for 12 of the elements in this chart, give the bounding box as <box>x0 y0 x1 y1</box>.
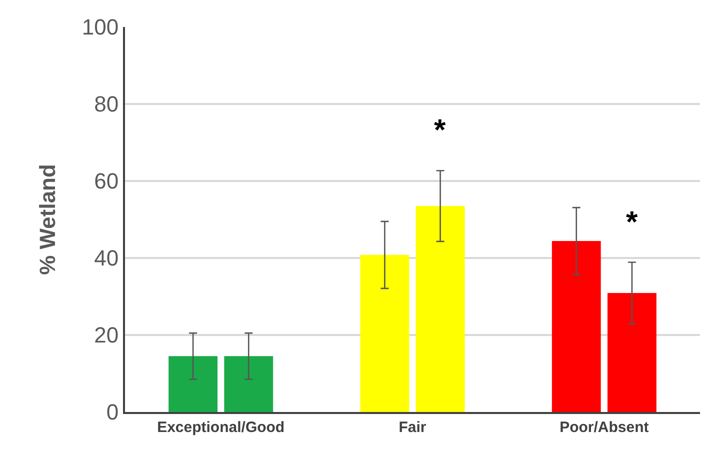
y-tick-label: 20 <box>94 322 119 348</box>
x-tick-label: Fair <box>398 419 426 436</box>
y-axis-title: % Wetland <box>35 164 60 275</box>
y-tick-label: 80 <box>94 92 119 117</box>
x-tick-label: Poor/Absent <box>560 419 649 436</box>
x-tick-label: Exceptional/Good <box>157 419 285 436</box>
y-tick-label: 0 <box>106 400 119 425</box>
y-tick-label: 100 <box>82 14 119 40</box>
annotation: * <box>434 114 446 147</box>
y-tick-label: 60 <box>94 168 119 194</box>
y-tick-label: 40 <box>94 246 119 271</box>
annotation: * <box>626 206 638 239</box>
